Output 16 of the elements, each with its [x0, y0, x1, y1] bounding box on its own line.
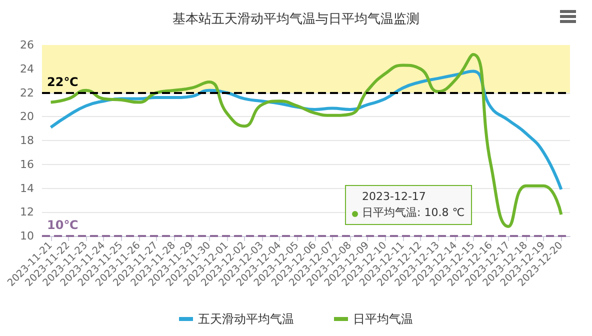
line-series: [49, 53, 563, 228]
y-tick-label: 24: [20, 62, 34, 76]
y-tick-label: 20: [20, 110, 34, 124]
y-tick-label: 26: [20, 38, 34, 52]
y-tick-label: 14: [20, 182, 34, 195]
chart-title: 基本站五天滑动平均气温与日平均气温监测: [172, 12, 420, 27]
y-tick-label: 22: [20, 86, 34, 100]
y-tick-label: 16: [20, 158, 34, 171]
y-tick-label: 12: [20, 206, 34, 219]
legend-label: 五天滑动平均气温: [198, 312, 294, 326]
y-tick-label: 18: [20, 134, 34, 147]
legend-label: 日平均气温: [353, 312, 413, 326]
ref-line-label: 22℃: [47, 74, 78, 89]
y-tick-label: 10: [20, 230, 34, 242]
ref-line-label: 10℃: [47, 218, 78, 232]
annotation: 2023-12-17 日平均气温: 10.8 ℃: [362, 189, 465, 221]
